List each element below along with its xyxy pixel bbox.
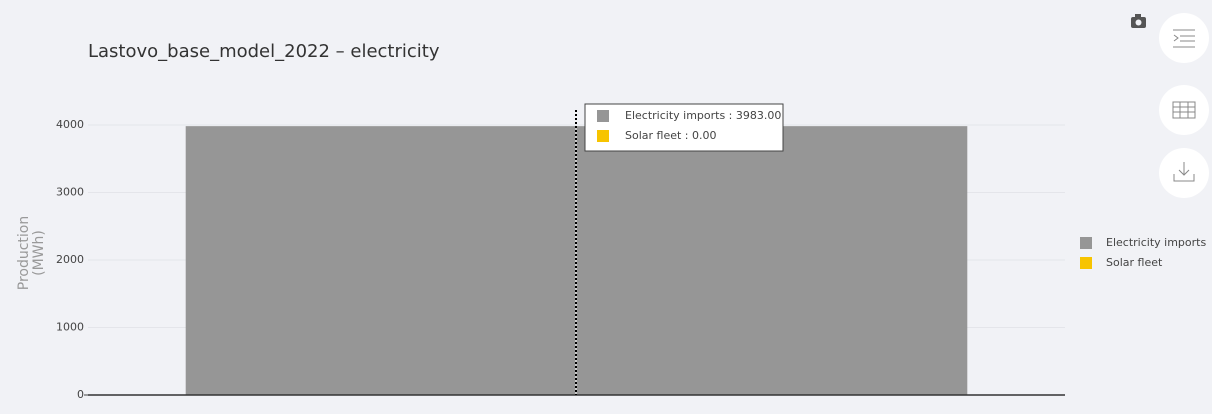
y-axis-label: Production (MWh)	[16, 215, 47, 291]
tooltip-text: Electricity imports : 3983.00	[625, 109, 781, 122]
camera-icon[interactable]	[1131, 14, 1146, 28]
legend-swatch	[1080, 257, 1092, 269]
menu-button[interactable]	[1159, 13, 1209, 63]
download-button[interactable]	[1159, 148, 1209, 198]
legend-label: Solar fleet	[1106, 256, 1163, 269]
y-tick-label: 0	[77, 388, 84, 401]
tooltip-swatch	[597, 110, 609, 122]
y-tick-label: 1000	[56, 321, 84, 334]
y-tick-label: 3000	[56, 186, 84, 199]
legend-label: Electricity imports	[1106, 236, 1206, 249]
legend-swatch	[1080, 237, 1092, 249]
tooltip-swatch	[597, 130, 609, 142]
y-tick-label: 2000	[56, 253, 84, 266]
table-button[interactable]	[1159, 85, 1209, 135]
chart-title: Lastovo_base_model_2022 – electricity	[88, 41, 440, 62]
y-tick-label: 4000	[56, 118, 84, 131]
tooltip	[584, 103, 784, 152]
tooltip-text: Solar fleet : 0.00	[625, 129, 717, 142]
